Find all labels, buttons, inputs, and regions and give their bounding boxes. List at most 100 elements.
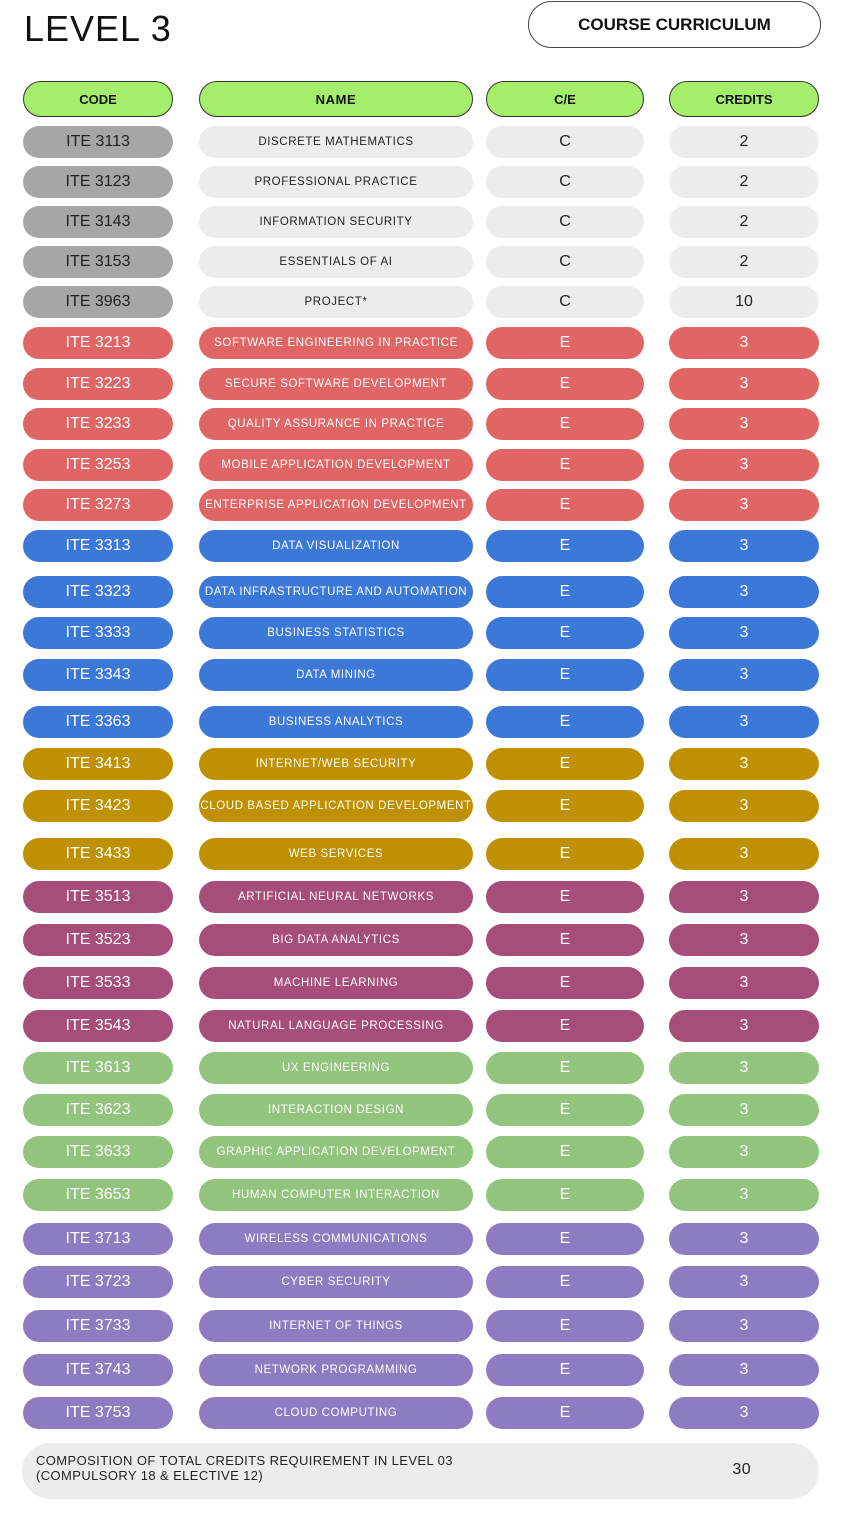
course-type: E xyxy=(486,1397,644,1429)
course-name: DISCRETE MATHEMATICS xyxy=(199,126,473,158)
course-credits: 3 xyxy=(669,327,819,359)
course-code: ITE 3653 xyxy=(23,1179,173,1211)
course-credits: 2 xyxy=(669,126,819,158)
course-type: E xyxy=(486,408,644,440)
course-name: CLOUD COMPUTING xyxy=(199,1397,473,1429)
course-credits: 3 xyxy=(669,748,819,780)
course-type: E xyxy=(486,530,644,562)
summary-line-2: (COMPULSORY 18 & ELECTIVE 12) xyxy=(36,1468,264,1483)
course-name: SOFTWARE ENGINEERING IN PRACTICE xyxy=(199,327,473,359)
course-credits: 3 xyxy=(669,449,819,481)
course-code: ITE 3273 xyxy=(23,489,173,521)
course-credits: 2 xyxy=(669,246,819,278)
course-name: WIRELESS COMMUNICATIONS xyxy=(199,1223,473,1255)
course-name: DATA MINING xyxy=(199,659,473,691)
page-title: LEVEL 3 xyxy=(24,8,172,49)
course-code: ITE 3413 xyxy=(23,748,173,780)
course-code: ITE 3633 xyxy=(23,1136,173,1168)
course-type: E xyxy=(486,1223,644,1255)
course-type: E xyxy=(486,327,644,359)
course-type: E xyxy=(486,576,644,608)
course-code: ITE 3213 xyxy=(23,327,173,359)
course-type: E xyxy=(486,1094,644,1126)
course-type: C xyxy=(486,126,644,158)
course-code: ITE 3543 xyxy=(23,1010,173,1042)
course-type: E xyxy=(486,881,644,913)
course-credits: 3 xyxy=(669,408,819,440)
course-type: E xyxy=(486,838,644,870)
course-credits: 3 xyxy=(669,489,819,521)
course-code: ITE 3433 xyxy=(23,838,173,870)
course-type: C xyxy=(486,206,644,238)
course-code: ITE 3723 xyxy=(23,1266,173,1298)
course-name: INFORMATION SECURITY xyxy=(199,206,473,238)
course-code: ITE 3523 xyxy=(23,924,173,956)
summary-line-1: COMPOSITION OF TOTAL CREDITS REQUIREMENT… xyxy=(36,1453,453,1468)
course-code: ITE 3713 xyxy=(23,1223,173,1255)
course-type: E xyxy=(486,489,644,521)
total-credits-value: 30 xyxy=(732,1461,751,1478)
course-type: E xyxy=(486,1354,644,1386)
header-name: NAME xyxy=(199,81,473,117)
course-code: ITE 3613 xyxy=(23,1052,173,1084)
course-name: INTERNET OF THINGS xyxy=(199,1310,473,1342)
course-type: E xyxy=(486,790,644,822)
course-type: E xyxy=(486,748,644,780)
course-code: ITE 3253 xyxy=(23,449,173,481)
course-type: C xyxy=(486,246,644,278)
course-type: E xyxy=(486,659,644,691)
course-name: BUSINESS STATISTICS xyxy=(199,617,473,649)
course-name: DATA INFRASTRUCTURE AND AUTOMATION xyxy=(199,576,473,608)
course-code: ITE 3333 xyxy=(23,617,173,649)
course-name: ARTIFICIAL NEURAL NETWORKS xyxy=(199,881,473,913)
course-credits: 3 xyxy=(669,967,819,999)
course-name: PROJECT* xyxy=(199,286,473,318)
course-credits: 3 xyxy=(669,1094,819,1126)
course-type: E xyxy=(486,449,644,481)
course-name: INTERNET/WEB SECURITY xyxy=(199,748,473,780)
course-code: ITE 3113 xyxy=(23,126,173,158)
course-type: E xyxy=(486,706,644,738)
course-credits: 3 xyxy=(669,1266,819,1298)
course-type: E xyxy=(486,617,644,649)
course-credits: 3 xyxy=(669,1010,819,1042)
course-type: C xyxy=(486,166,644,198)
course-name: BIG DATA ANALYTICS xyxy=(199,924,473,956)
course-type: E xyxy=(486,1010,644,1042)
course-credits: 3 xyxy=(669,1354,819,1386)
course-credits: 3 xyxy=(669,1179,819,1211)
course-code: ITE 3233 xyxy=(23,408,173,440)
course-name: NATURAL LANGUAGE PROCESSING xyxy=(199,1010,473,1042)
course-code: ITE 3313 xyxy=(23,530,173,562)
course-credits: 10 xyxy=(669,286,819,318)
course-code: ITE 3743 xyxy=(23,1354,173,1386)
course-code: ITE 3533 xyxy=(23,967,173,999)
header-code: CODE xyxy=(23,81,173,117)
course-credits: 3 xyxy=(669,838,819,870)
course-credits: 2 xyxy=(669,206,819,238)
header-ce: C/E xyxy=(486,81,644,117)
course-code: ITE 3753 xyxy=(23,1397,173,1429)
course-credits: 3 xyxy=(669,617,819,649)
course-name: ENTERPRISE APPLICATION DEVELOPMENT xyxy=(199,489,473,521)
course-credits: 3 xyxy=(669,368,819,400)
course-credits: 3 xyxy=(669,659,819,691)
course-name: GRAPHIC APPLICATION DEVELOPMENT xyxy=(199,1136,473,1168)
course-code: ITE 3153 xyxy=(23,246,173,278)
course-name: INTERACTION DESIGN xyxy=(199,1094,473,1126)
course-credits: 3 xyxy=(669,790,819,822)
course-name: WEB SERVICES xyxy=(199,838,473,870)
course-credits: 3 xyxy=(669,1310,819,1342)
course-name: MACHINE LEARNING xyxy=(199,967,473,999)
course-code: ITE 3623 xyxy=(23,1094,173,1126)
course-type: C xyxy=(486,286,644,318)
course-credits: 2 xyxy=(669,166,819,198)
course-code: ITE 3223 xyxy=(23,368,173,400)
course-name: CLOUD BASED APPLICATION DEVELOPMENT xyxy=(199,790,473,822)
course-type: E xyxy=(486,1310,644,1342)
course-credits: 3 xyxy=(669,1136,819,1168)
course-type: E xyxy=(486,1179,644,1211)
course-code: ITE 3733 xyxy=(23,1310,173,1342)
course-name: PROFESSIONAL PRACTICE xyxy=(199,166,473,198)
course-name: NETWORK PROGRAMMING xyxy=(199,1354,473,1386)
